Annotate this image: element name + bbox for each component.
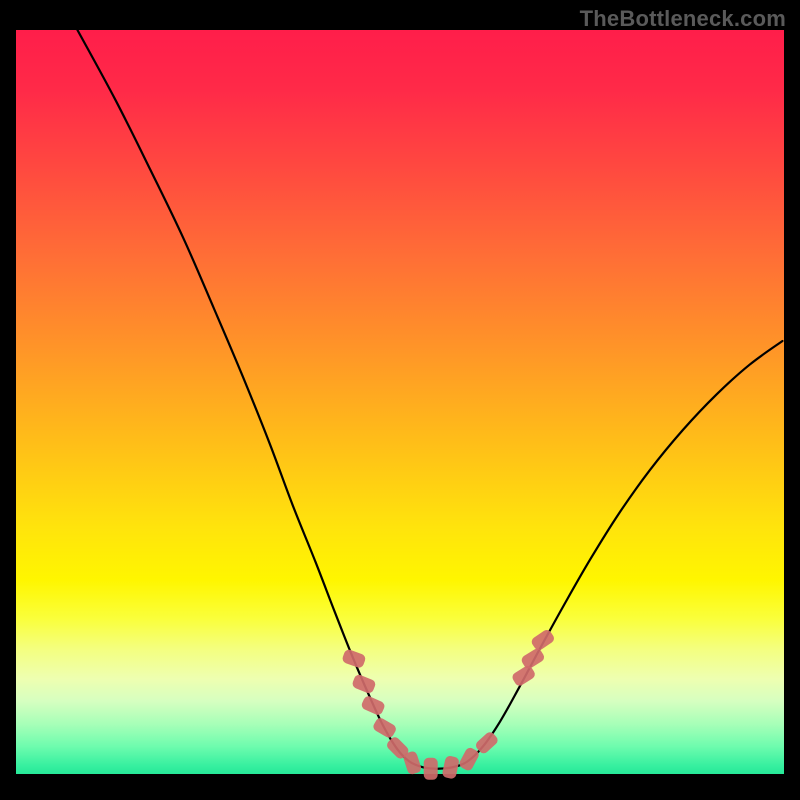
image-frame: TheBottleneck.com (0, 0, 800, 800)
plot-container (16, 30, 784, 784)
bottom-black-band (16, 774, 784, 784)
watermark-text: TheBottleneck.com (580, 6, 786, 32)
gradient-background (16, 30, 784, 784)
curve-marker (424, 758, 438, 780)
bottleneck-curve-chart (16, 30, 784, 784)
